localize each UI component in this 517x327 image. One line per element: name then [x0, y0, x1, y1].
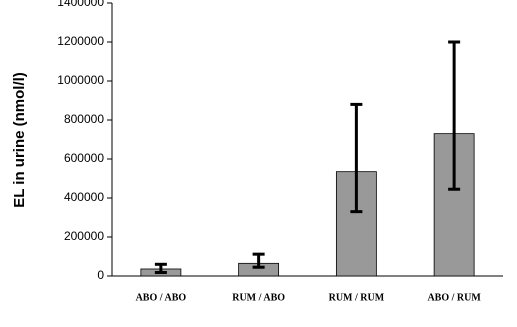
- y-axis-label: EL in urine (nmol/l): [11, 72, 28, 208]
- y-tick-label: 200000: [64, 229, 104, 243]
- y-tick-label: 1200000: [57, 34, 104, 48]
- y-tick-label: 800000: [64, 112, 104, 126]
- y-tick-label: 1400000: [57, 0, 104, 9]
- x-tick-label: RUM / ABO: [232, 292, 285, 303]
- y-tick-label: 400000: [64, 190, 104, 204]
- x-tick-label: ABO / RUM: [427, 292, 481, 303]
- x-tick-label: RUM / RUM: [329, 292, 385, 303]
- x-tick-label: ABO / ABO: [136, 292, 187, 303]
- y-tick-label: 1000000: [57, 73, 104, 87]
- y-tick-label: 600000: [64, 151, 104, 165]
- y-tick-label: 0: [97, 268, 104, 282]
